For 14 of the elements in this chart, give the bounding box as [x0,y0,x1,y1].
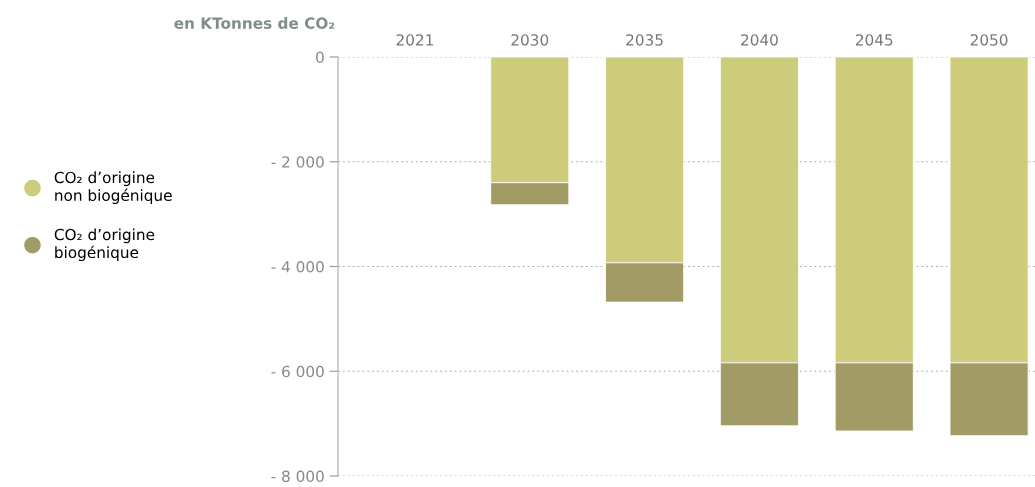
x-tick-label: 2050 [970,34,1008,46]
y-axis-title: en KTonnes de CO₂ [174,17,335,29]
x-tick-label: 2021 [396,34,433,46]
y-tick-label: - 2 000 [271,156,324,168]
y-tick-label: - 8 000 [271,470,324,483]
legend-label: CO₂ d’origine non biogénique [54,171,172,204]
x-tick-label: 2035 [626,34,663,46]
y-tick-label: - 4 000 [271,260,324,273]
y-tick-label: 0 [316,51,324,64]
x-tick-label: 2030 [511,34,549,46]
x-tick-label: 2040 [741,34,778,46]
x-tick-label: 2045 [855,34,893,46]
legend-label: CO₂ d’origine biogénique [54,228,155,262]
y-tick-label: - 6 000 [271,365,324,378]
